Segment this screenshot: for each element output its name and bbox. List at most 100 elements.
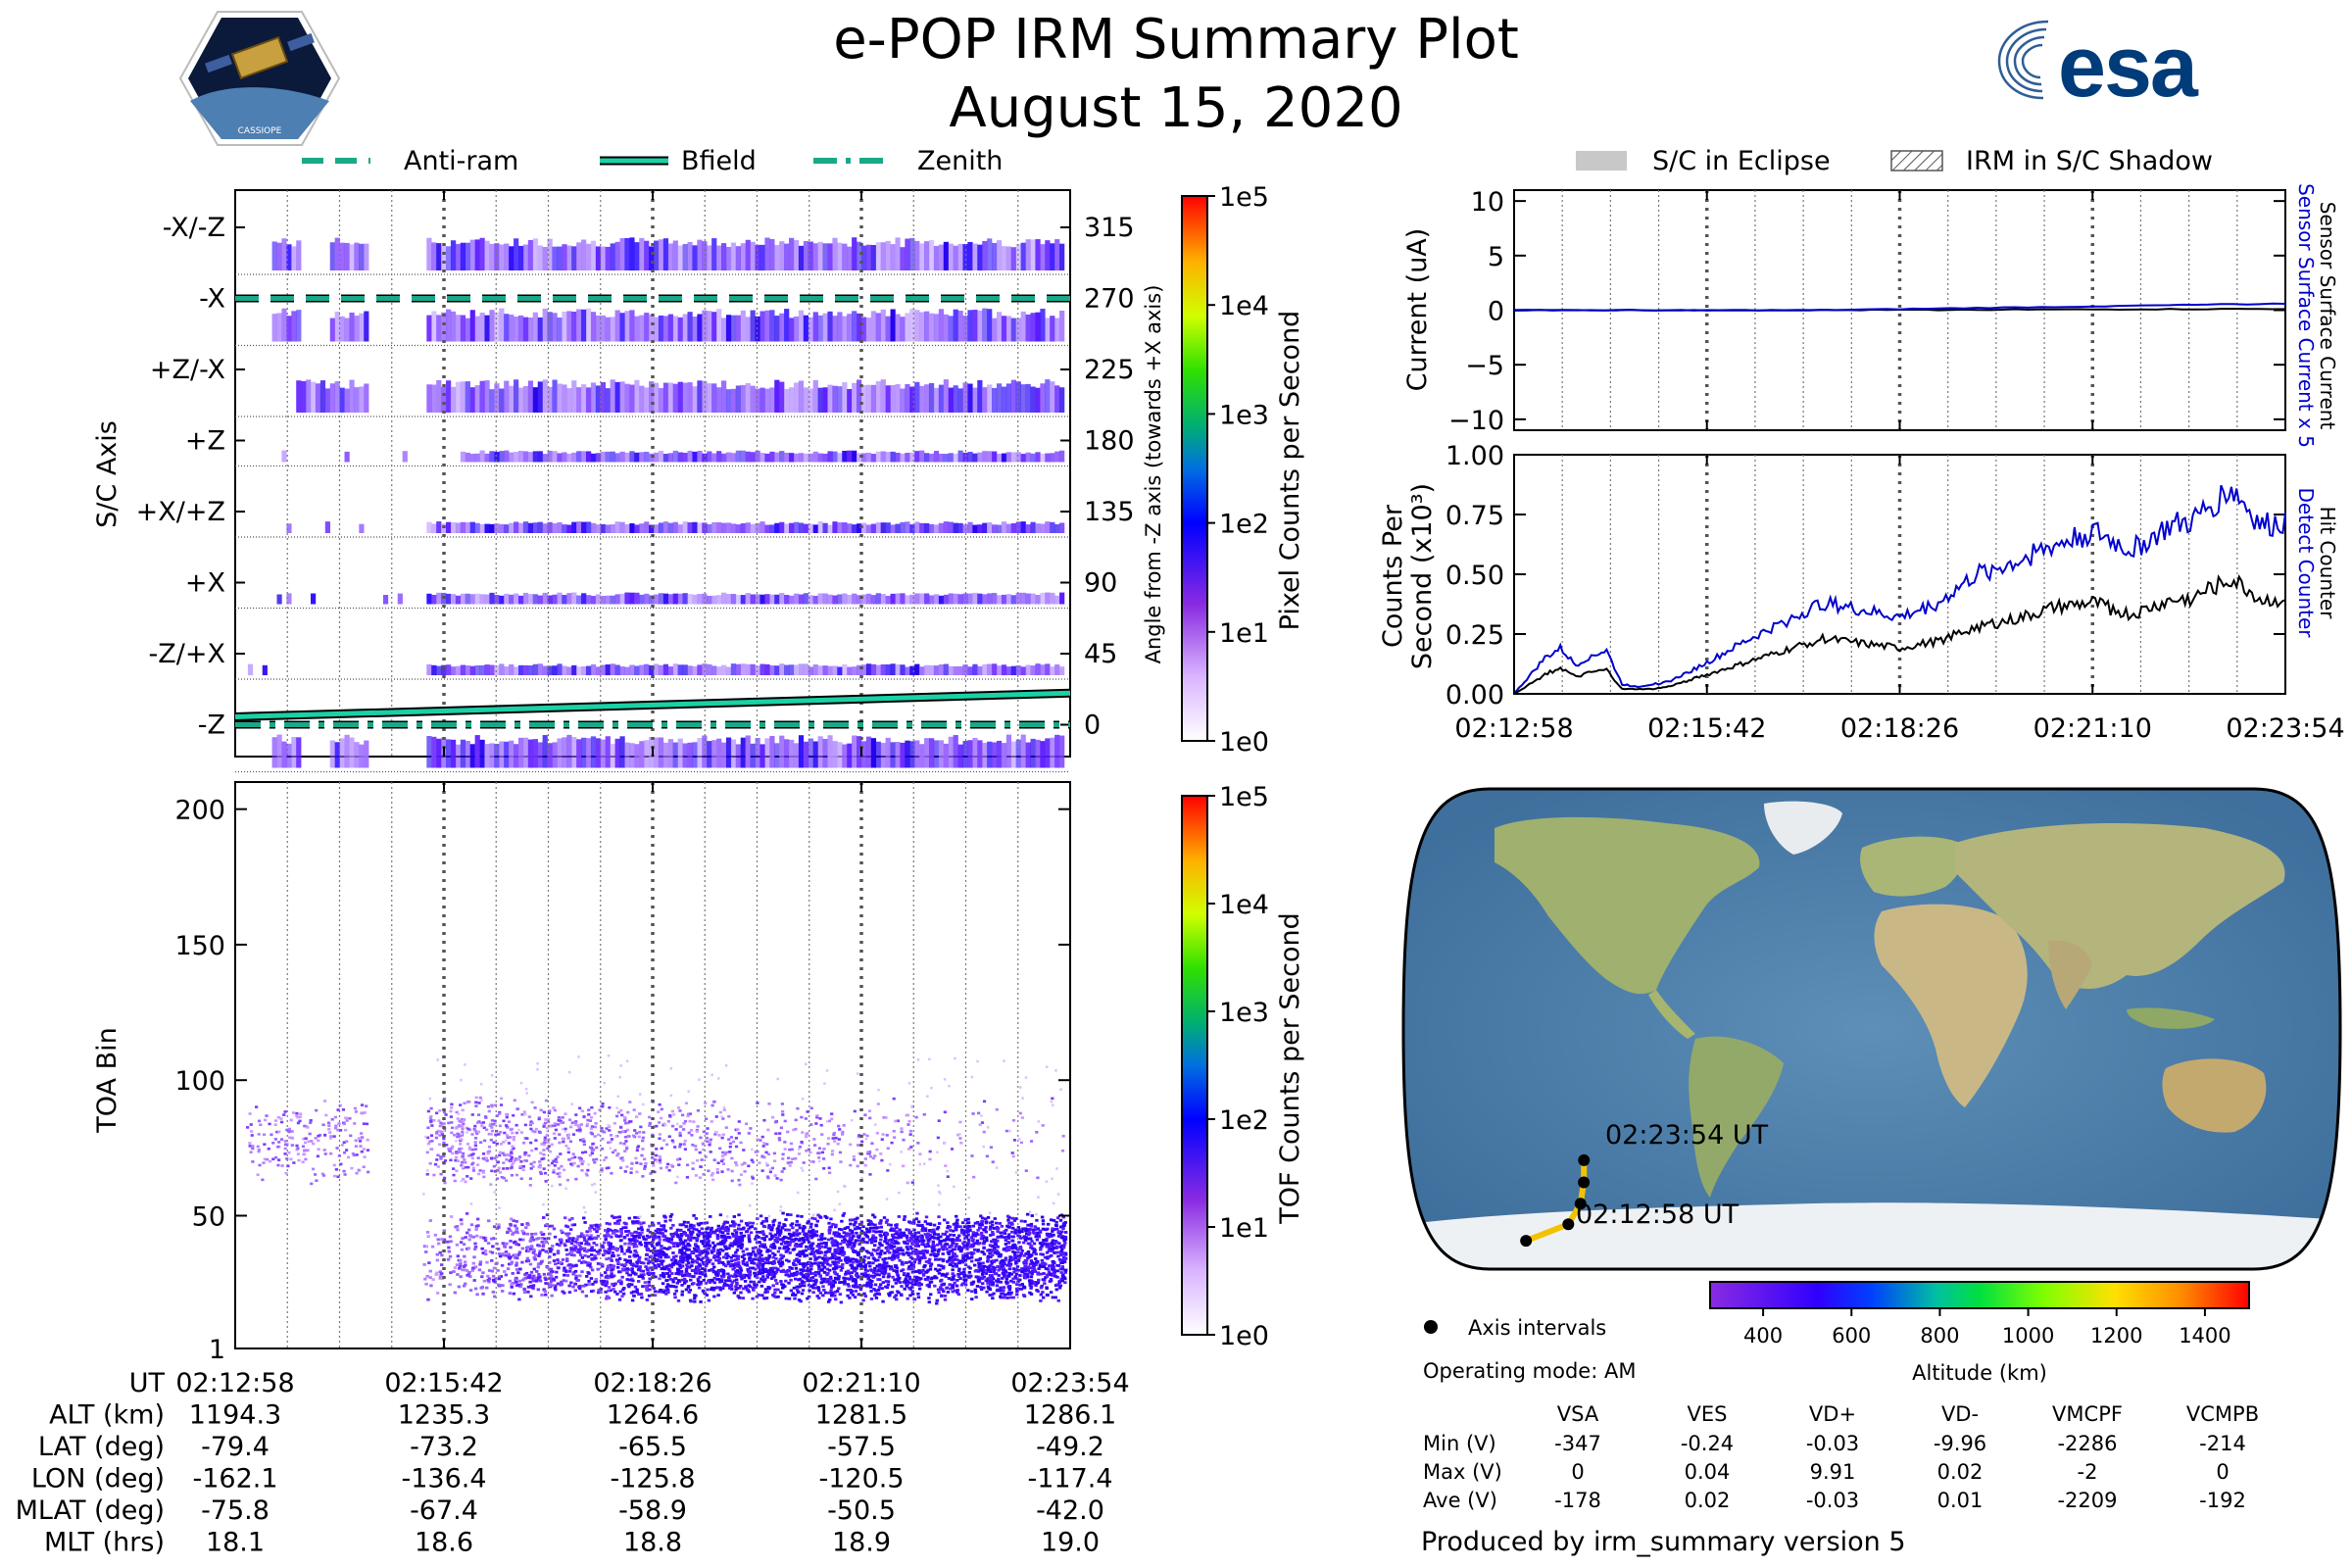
pixel-cell bbox=[517, 737, 524, 768]
pixel-cell bbox=[517, 450, 524, 463]
toa-lower-cell bbox=[1003, 1236, 1007, 1239]
toa-upper-cell bbox=[622, 1119, 627, 1122]
pixel-cell bbox=[847, 450, 853, 463]
toa-upper-cell bbox=[707, 1169, 710, 1173]
toa-lower-cell bbox=[761, 1270, 765, 1273]
toa-lower-cell bbox=[910, 1270, 915, 1274]
toa-upper-cell bbox=[715, 1171, 719, 1174]
toa-lower-cell bbox=[792, 1263, 796, 1267]
pixel-cell bbox=[890, 451, 896, 463]
toa-lower-cell bbox=[817, 1251, 822, 1254]
toa-lower-cell bbox=[475, 1293, 479, 1297]
toa-upper-cell bbox=[514, 1173, 519, 1177]
toa-upper-cell bbox=[742, 1161, 747, 1165]
toa-lower-cell bbox=[971, 1224, 976, 1228]
pixel-cell bbox=[504, 741, 510, 768]
toa-upper-cell bbox=[815, 1114, 819, 1118]
pixel-cell bbox=[1015, 243, 1021, 270]
toa-lower-cell bbox=[943, 1233, 948, 1236]
pixel-cell bbox=[857, 736, 862, 768]
toa-upper-cell bbox=[539, 1108, 543, 1112]
toa-lower-cell bbox=[829, 1217, 833, 1221]
toa-lower-cell bbox=[1059, 1277, 1063, 1281]
toa-upper-cell bbox=[552, 1159, 556, 1163]
toa-upper-cell bbox=[257, 1148, 261, 1152]
pixel-cell bbox=[517, 595, 524, 605]
toa-lower-cell bbox=[645, 1247, 649, 1250]
toa-upper-cell bbox=[566, 1137, 570, 1140]
toa-lower-cell bbox=[589, 1224, 593, 1228]
toa-upper-cell bbox=[711, 1178, 715, 1182]
toa-upper-cell bbox=[257, 1150, 261, 1153]
toa-upper-cell bbox=[429, 1134, 434, 1137]
toa-lower-cell bbox=[658, 1251, 662, 1255]
toa-lower-cell bbox=[531, 1279, 535, 1283]
toa-lower-cell bbox=[873, 1266, 877, 1270]
toa-lower-cell bbox=[784, 1297, 788, 1300]
pixel-cell bbox=[441, 312, 447, 342]
pixel-cell bbox=[450, 386, 457, 413]
toa-lower-cell bbox=[705, 1244, 709, 1247]
toa-lower-cell bbox=[514, 1276, 518, 1280]
pixel-cell bbox=[760, 744, 765, 768]
pixel-cell bbox=[992, 451, 998, 463]
toa-upper-cell bbox=[678, 1157, 682, 1161]
toa-lower-cell bbox=[647, 1280, 651, 1284]
pixel-cell bbox=[982, 308, 988, 342]
toa-lower-cell bbox=[552, 1259, 557, 1262]
toa-lower-cell bbox=[866, 1256, 871, 1259]
toa-lower-cell bbox=[1040, 1284, 1044, 1288]
toa-lower-cell bbox=[973, 1263, 977, 1267]
toa-lower-cell bbox=[923, 1256, 927, 1260]
toa-lower-cell bbox=[849, 1222, 853, 1226]
toa-lower-cell bbox=[535, 1270, 539, 1273]
toa-upper-cell bbox=[511, 1145, 514, 1149]
toa-lower-cell bbox=[760, 1243, 763, 1247]
pixel-cell bbox=[610, 595, 615, 605]
pixel-cell bbox=[803, 240, 809, 270]
toa-lower-cell bbox=[898, 1228, 902, 1232]
toa-lower-cell bbox=[628, 1268, 632, 1271]
pixel-cell bbox=[987, 238, 993, 270]
pixel-cell bbox=[619, 238, 625, 270]
pixel-cell bbox=[865, 663, 872, 675]
toa-upper-cell bbox=[665, 1162, 670, 1166]
toa-lower-cell bbox=[932, 1223, 937, 1227]
toa-lower-cell bbox=[629, 1291, 634, 1295]
toa-upper-cell bbox=[604, 1155, 609, 1159]
pixel-cell bbox=[514, 744, 519, 768]
zenith-legend-label: Zenith bbox=[917, 146, 1003, 176]
pixel-cell bbox=[562, 595, 567, 605]
toa-upper-cell bbox=[453, 1179, 457, 1183]
toa-lower-cell bbox=[653, 1232, 657, 1236]
toa-upper-cell bbox=[873, 1154, 877, 1157]
toa-lower-cell bbox=[1047, 1270, 1052, 1274]
pixel-cell bbox=[774, 594, 780, 605]
toa-upper-cell bbox=[579, 1159, 583, 1162]
pixel-cell bbox=[789, 453, 795, 463]
toa-upper-cell bbox=[438, 1134, 442, 1137]
pixel-ytick-label: -Z/+X bbox=[149, 639, 225, 669]
toa-lower-cell bbox=[898, 1281, 902, 1284]
toa-lower-cell bbox=[611, 1246, 615, 1250]
toa-lower-cell bbox=[889, 1228, 893, 1232]
toa-upper-cell bbox=[637, 1135, 641, 1139]
pixel-cell bbox=[967, 310, 973, 342]
toa-upper-cell bbox=[766, 1128, 770, 1132]
pixel-cell bbox=[764, 453, 770, 463]
pixel-cell bbox=[900, 742, 906, 768]
toa-lower-cell bbox=[939, 1242, 943, 1246]
pixel-cell bbox=[992, 318, 998, 342]
toa-upper-cell bbox=[341, 1108, 346, 1111]
toa-lower-cell bbox=[815, 1295, 819, 1298]
pixel-cell bbox=[919, 666, 925, 675]
pixel-cell bbox=[948, 521, 954, 533]
toa-lower-cell bbox=[923, 1245, 928, 1249]
pixel-cell bbox=[547, 743, 553, 768]
toa-upper-cell bbox=[276, 1163, 280, 1167]
pixel-cell bbox=[987, 451, 993, 463]
pixel-cell bbox=[875, 451, 881, 463]
toa-upper-cell bbox=[636, 1145, 641, 1148]
toa-upper-cell bbox=[524, 1159, 528, 1162]
toa-upper-cell bbox=[588, 1153, 592, 1157]
